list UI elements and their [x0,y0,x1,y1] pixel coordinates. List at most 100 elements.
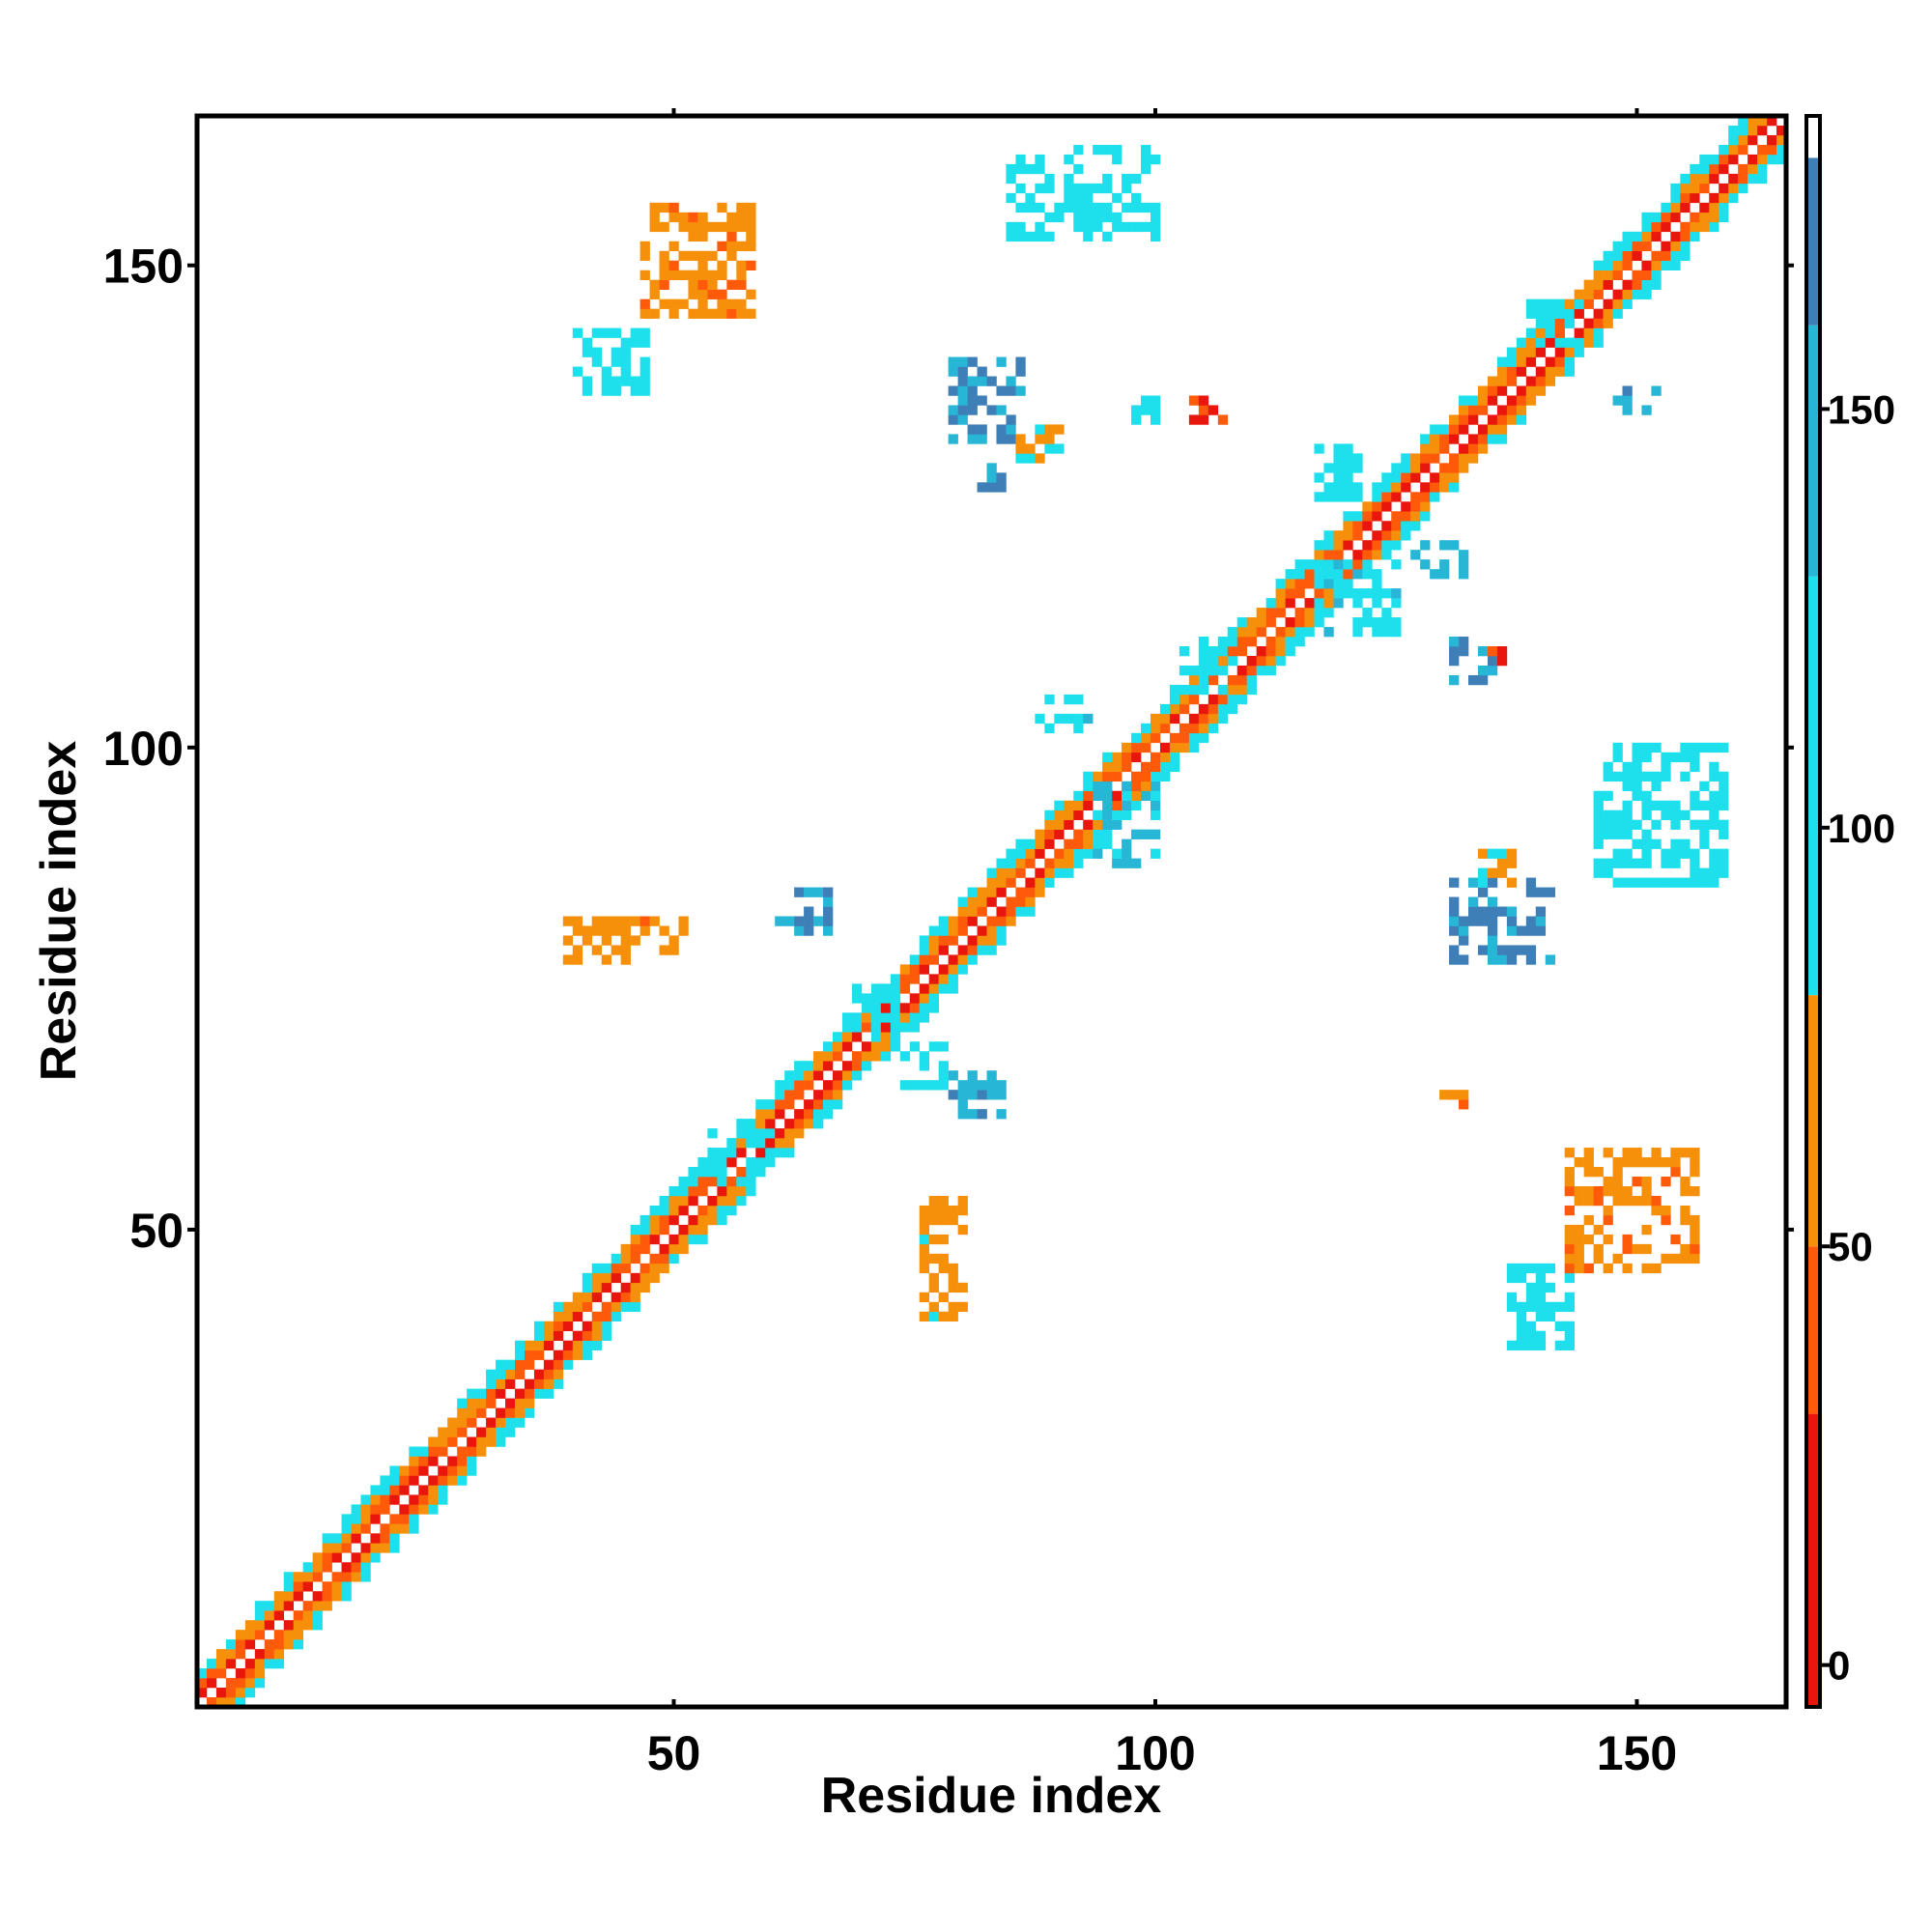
heatmap-cell [851,1022,863,1033]
heatmap-cell [244,1639,256,1650]
colorbar-tick-label: 50 [1828,1224,1873,1269]
heatmap-cell [639,925,650,936]
heatmap-cell [1641,1185,1652,1197]
heatmap-cell [1690,761,1700,773]
heatmap-cell [1131,771,1142,782]
heatmap-cell [948,1070,958,1081]
heatmap-cell [1757,144,1768,156]
heatmap-cell [543,1359,554,1370]
heatmap-cell [1054,713,1065,724]
heatmap-cell [1025,202,1036,213]
heatmap-cell [1430,434,1440,444]
heatmap-cell [1459,559,1469,570]
heatmap-cell [775,1109,785,1120]
heatmap-cell [1603,858,1613,868]
heatmap-cell [1516,1263,1527,1274]
heatmap-cell [1265,598,1276,609]
heatmap-cell [948,954,958,965]
heatmap-cell [1131,732,1142,744]
heatmap-cell [1574,1234,1584,1245]
heatmap-cell [794,1061,805,1071]
heatmap-cell [1333,443,1344,454]
heatmap-cell [1564,337,1575,348]
heatmap-cell [1285,588,1295,599]
heatmap-cell [1410,550,1421,560]
heatmap-cell [1554,318,1565,328]
heatmap-cell [620,1292,631,1303]
heatmap-cell [1632,279,1642,290]
heatmap-cell [1506,1340,1518,1350]
heatmap-cell [726,279,737,290]
heatmap-cell [668,935,679,946]
heatmap-cell [1506,858,1518,868]
heatmap-cell [1776,144,1787,156]
heatmap-cell [1449,906,1460,917]
heatmap-cell [620,376,631,386]
heatmap-cell [1603,279,1613,290]
heatmap-cell [1151,202,1161,213]
heatmap-cell [399,1514,410,1524]
heatmap-cell [1459,646,1469,657]
heatmap-cell [1112,212,1122,223]
heatmap-cell [331,1591,342,1602]
heatmap-cell [717,308,727,319]
heatmap-cell [870,1051,882,1062]
heatmap-cell [1151,810,1161,820]
heatmap-cell [620,1253,631,1264]
heatmap-cell [476,1446,487,1457]
heatmap-cell [1362,521,1373,531]
heatmap-cell [880,1032,892,1042]
heatmap-cell [1304,569,1315,580]
heatmap-cell [1487,376,1498,386]
heatmap-cell [1554,1321,1565,1332]
heatmap-cell [601,1263,611,1274]
heatmap-cell [986,376,997,386]
heatmap-cell [1564,318,1575,328]
heatmap-cell [1304,579,1315,589]
heatmap-cell [1632,1157,1642,1168]
heatmap-cell [1064,202,1074,213]
heatmap-cell [1285,569,1295,580]
heatmap-cell [1044,231,1055,242]
heatmap-cell [1709,858,1719,868]
heatmap-cell [1535,385,1547,396]
heatmap-cell [649,1234,660,1245]
heatmap-cell [1006,877,1016,888]
heatmap-cell [1516,356,1527,367]
heatmap-cell [553,1311,564,1322]
heatmap-cell [1593,1253,1604,1264]
heatmap-cell [775,1080,785,1091]
heatmap-cell [1035,163,1045,175]
heatmap-cell [1459,405,1469,415]
heatmap-cell [273,1591,285,1602]
heatmap-cell [1477,877,1489,888]
heatmap-cell [919,993,929,1004]
heatmap-cell [1044,434,1055,444]
heatmap-cell [1372,627,1382,638]
heatmap-cell [697,221,708,233]
heatmap-cell [919,1253,929,1264]
heatmap-cell [572,1292,583,1303]
heatmap-cell [1622,1148,1633,1158]
heatmap-cell [1564,1224,1575,1236]
heatmap-cell [1122,838,1132,849]
heatmap-cell [1006,414,1016,425]
heatmap-cell [322,1533,332,1544]
heatmap-cell [726,308,737,319]
heatmap-cell [225,1688,237,1698]
heatmap-cell [496,1417,506,1428]
heatmap-cell [1574,308,1584,319]
heatmap-cell [428,1494,439,1505]
heatmap-cell [909,954,921,965]
heatmap-cell [572,1311,583,1322]
heatmap-cell [1054,443,1065,454]
heatmap-cell [1535,376,1547,386]
heatmap-cell [582,1330,593,1341]
heatmap-cell [957,1080,968,1091]
heatmap-cell [736,1177,747,1187]
heatmap-cell [1574,327,1584,338]
heatmap-cell [1449,472,1460,483]
heatmap-cell [1593,819,1604,830]
